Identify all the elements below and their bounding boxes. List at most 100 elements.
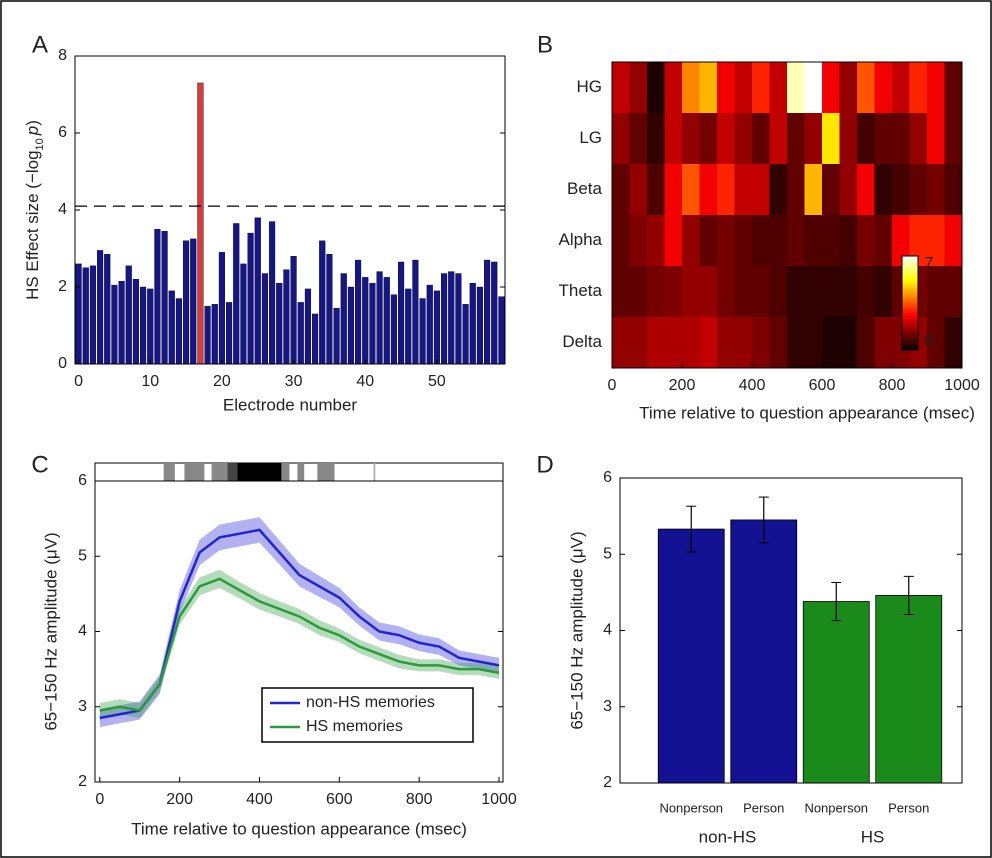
axes-frame [619,477,963,784]
heatmap-cell [647,164,665,216]
bar [168,290,175,365]
bar [75,263,82,365]
heatmap-cell [874,164,893,216]
y-tick-label: 6 [78,472,87,489]
bar [875,595,943,784]
heatmap-cell [699,164,718,216]
heatmap-cell [944,266,963,318]
significance-segment [163,463,175,481]
bar [390,294,397,365]
bar [82,267,89,365]
row-label: Alpha [559,230,603,249]
bar [111,284,118,365]
bar [269,221,276,365]
heatmap-cell [647,215,665,267]
colorbar-step [902,334,918,338]
heatmap-cell [839,62,858,114]
x-tick-label: 800 [406,791,433,808]
heatmap-cell [612,215,630,267]
bar [304,288,311,365]
x-tick-label: 10 [141,373,159,390]
heatmap-cell [892,164,910,216]
x-tick-label: 600 [326,791,353,808]
heatmap-cell [804,215,823,267]
colorbar-step [902,303,918,307]
bar [254,217,261,365]
heatmap-cell [629,215,648,267]
heatmap-cell [927,62,945,114]
heatmap-cell [927,215,945,267]
heatmap-cell [647,266,665,318]
heatmap-cell [682,215,700,267]
colorbar-step [902,274,918,279]
bar [118,281,125,365]
bar [405,288,412,365]
colorbar-step [902,268,918,273]
x-tick-label: 800 [879,377,906,394]
heatmap-cell [734,62,753,114]
error-band [99,517,500,728]
heatmap-cell [664,62,683,114]
heatmap-cell [769,317,788,369]
bar [433,290,440,365]
y-axis-label: 65−150 Hz amplitude (μV) [567,531,586,729]
bar [376,271,383,365]
heatmap-cell [804,113,823,165]
heatmap-cell [752,215,770,267]
heatmap-cell [717,266,735,318]
bar [104,254,111,365]
heatmap-cell [699,317,718,369]
colorbar-step [902,262,918,266]
bar [730,519,798,784]
heatmap-cell [857,164,875,216]
colorbar-step [902,331,918,335]
bar [462,304,469,365]
heatmap-cell [664,266,683,318]
heatmap-cell [822,317,840,369]
heatmap-cell [752,113,770,165]
heatmap-cell [839,215,858,267]
bar [190,238,197,365]
bar [276,282,283,365]
heatmap-cell [874,266,893,318]
heatmap-cell [664,317,683,369]
bar [369,282,376,365]
heatmap-cell [944,164,963,216]
bar [218,252,225,365]
legend-label: non-HS memories [306,694,435,711]
x-tick-label: 50 [428,373,446,390]
bar [347,286,354,365]
heatmap-cell [909,62,928,114]
heatmap-cell [822,62,840,114]
colorbar-step [902,328,918,332]
colorbar-step [902,346,918,351]
bar [333,307,340,365]
heatmap-cell [699,266,718,318]
y-tick-label: 5 [78,547,87,564]
heatmap-cell [857,62,875,114]
series-line [99,577,500,712]
y-tick-label: 2 [58,278,67,295]
colorbar-step [902,309,918,313]
y-tick-label: 6 [603,469,612,486]
x-tick-label: 30 [285,373,303,390]
y-tick-label: 3 [78,698,87,715]
bar [484,259,491,365]
legend-label: HS memories [306,718,403,735]
bar [89,265,96,365]
heatmap-cell [734,164,753,216]
x-tick-label: 20 [213,373,231,390]
significance-segment [317,463,335,481]
x-axis-label: Electrode number [223,395,358,414]
heatmap-cell [752,62,770,114]
heatmap-cell [857,113,875,165]
heatmap-cell [822,164,840,216]
bar [802,601,870,784]
heatmap-cell [822,215,840,267]
y-tick-label: 8 [58,47,67,64]
heatmap-cell [874,317,893,369]
panel-label: A [32,31,48,58]
x-tick-label: Person [888,800,929,815]
colorbar-step [902,277,918,282]
